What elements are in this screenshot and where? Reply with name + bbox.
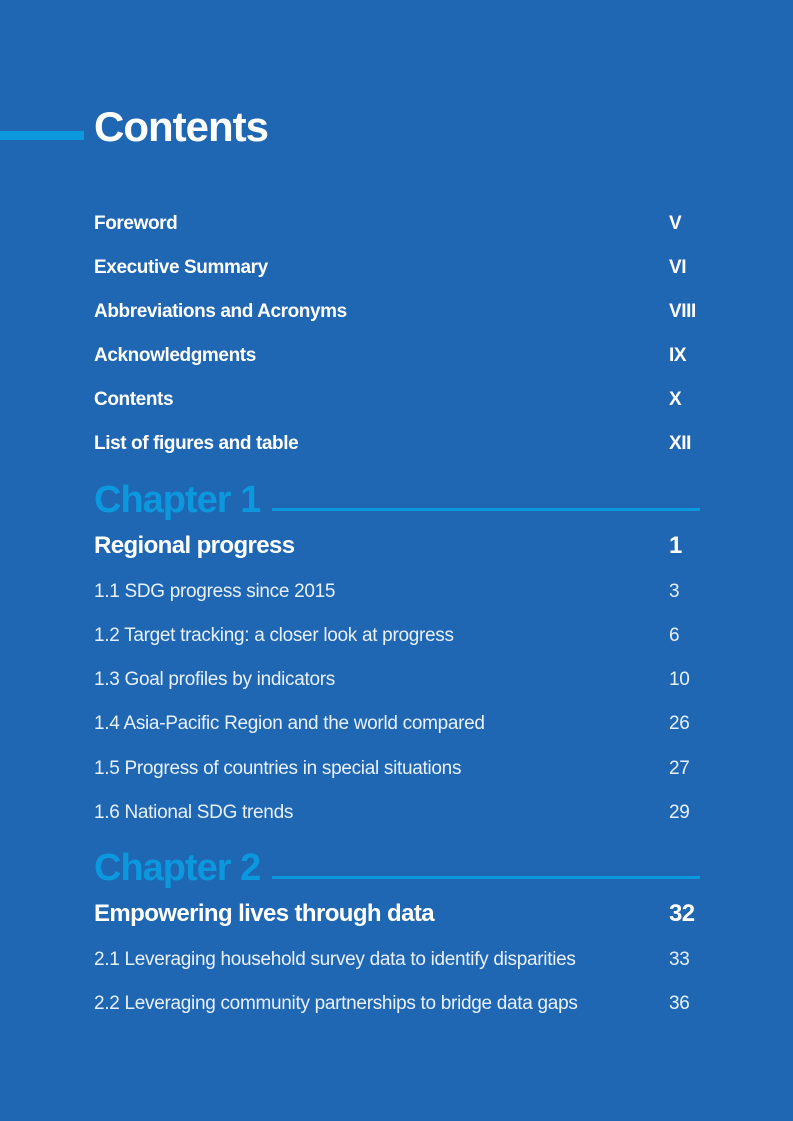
toc-entry-executive-summary[interactable]: Executive Summary VI xyxy=(94,255,700,281)
chapter-2-heading: Chapter 2 xyxy=(94,844,700,892)
toc-section-label: 2.2 Leveraging community partnerships to… xyxy=(94,993,578,1014)
toc-entry-list-of-figures[interactable]: List of figures and table XII xyxy=(94,431,700,457)
toc-entry-page: V xyxy=(669,213,682,234)
toc-section-label: 1.2 Target tracking: a closer look at pr… xyxy=(94,625,454,646)
toc-section-1-6[interactable]: 1.6 National SDG trends 29 xyxy=(94,800,700,826)
toc-entry-page: VI xyxy=(669,257,687,278)
toc-section-label: 1.6 National SDG trends xyxy=(94,802,294,823)
toc-entry-page: VIII xyxy=(669,301,696,322)
toc-chapter-page: 32 xyxy=(669,900,695,927)
toc-entry-page: IX xyxy=(669,345,687,366)
toc-entry-label: Foreword xyxy=(94,213,178,234)
toc-section-page: 36 xyxy=(669,993,690,1014)
toc-section-label: 1.5 Progress of countries in special sit… xyxy=(94,758,462,779)
toc-entry-page: X xyxy=(669,389,682,410)
chapter-1-heading: Chapter 1 xyxy=(94,476,700,524)
toc-entry-page: XII xyxy=(669,433,692,454)
title-accent-bar xyxy=(0,131,84,140)
toc-section-2-1[interactable]: 2.1 Leveraging household survey data to … xyxy=(94,947,700,973)
toc-chapter-2-title[interactable]: Empowering lives through data 32 xyxy=(94,898,700,930)
toc-chapter-1-title[interactable]: Regional progress 1 xyxy=(94,530,700,562)
toc-section-2-2[interactable]: 2.2 Leveraging community partnerships to… xyxy=(94,991,700,1017)
toc-section-label: 1.3 Goal profiles by indicators xyxy=(94,669,335,690)
toc-entry-label: List of figures and table xyxy=(94,433,299,454)
toc-entry-abbreviations[interactable]: Abbreviations and Acronyms VIII xyxy=(94,299,700,325)
toc-section-page: 27 xyxy=(669,758,690,779)
toc-chapter-page: 1 xyxy=(669,532,682,559)
toc-entry-acknowledgments[interactable]: Acknowledgments IX xyxy=(94,343,700,369)
toc-section-page: 3 xyxy=(669,581,680,602)
toc-section-1-1[interactable]: 1.1 SDG progress since 2015 3 xyxy=(94,579,700,605)
toc-section-1-4[interactable]: 1.4 Asia-Pacific Region and the world co… xyxy=(94,711,700,737)
toc-section-1-3[interactable]: 1.3 Goal profiles by indicators 10 xyxy=(94,667,700,693)
chapter-label: Chapter 2 xyxy=(94,847,261,889)
toc-entry-contents[interactable]: Contents X xyxy=(94,387,700,413)
toc-section-page: 6 xyxy=(669,625,680,646)
toc-entry-label: Abbreviations and Acronyms xyxy=(94,301,347,322)
toc-section-label: 1.4 Asia-Pacific Region and the world co… xyxy=(94,713,485,734)
toc-chapter-title: Regional progress xyxy=(94,532,295,559)
toc-section-label: 1.1 SDG progress since 2015 xyxy=(94,581,336,602)
toc-section-label: 2.1 Leveraging household survey data to … xyxy=(94,949,576,970)
toc-section-page: 29 xyxy=(669,802,690,823)
chapter-label: Chapter 1 xyxy=(94,479,261,521)
toc-entry-foreword[interactable]: Foreword V xyxy=(94,211,700,237)
toc-section-page: 10 xyxy=(669,669,690,690)
toc-section-1-2[interactable]: 1.2 Target tracking: a closer look at pr… xyxy=(94,623,700,649)
toc-entry-label: Contents xyxy=(94,389,174,410)
chapter-rule xyxy=(272,875,700,879)
toc-entry-label: Acknowledgments xyxy=(94,345,256,366)
toc-section-page: 26 xyxy=(669,713,690,734)
toc-chapter-title: Empowering lives through data xyxy=(94,900,435,927)
toc-section-1-5[interactable]: 1.5 Progress of countries in special sit… xyxy=(94,756,700,782)
page-title: Contents xyxy=(94,103,269,150)
toc-section-page: 33 xyxy=(669,949,690,970)
chapter-rule xyxy=(272,507,700,511)
toc-entry-label: Executive Summary xyxy=(94,257,268,278)
